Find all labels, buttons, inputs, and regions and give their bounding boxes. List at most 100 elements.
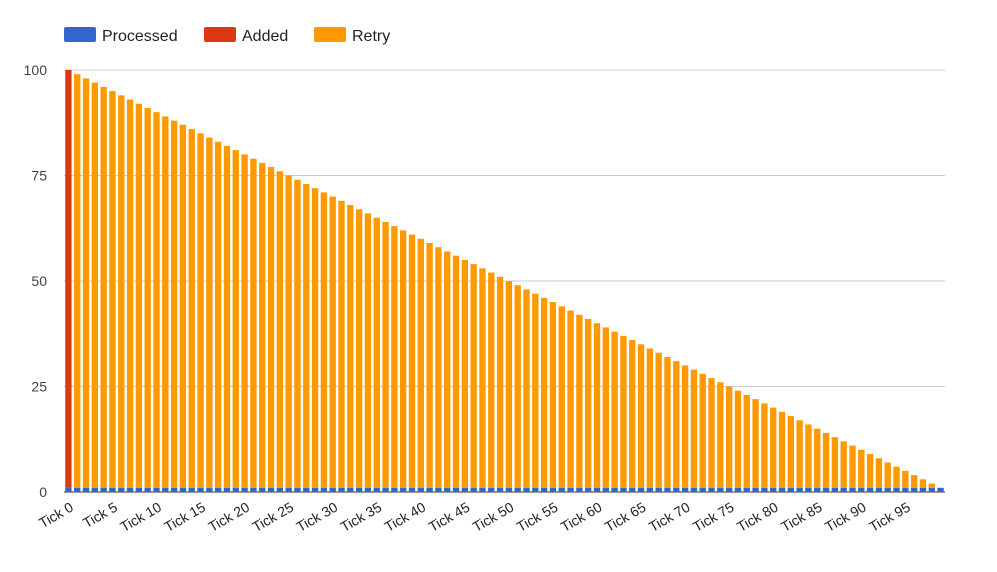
bar-retry-50	[505, 281, 513, 488]
bar-retry-78	[752, 399, 759, 488]
bar-retry-37	[391, 226, 398, 488]
bar-retry-95	[902, 470, 909, 488]
bar-retry-22	[259, 162, 266, 488]
bar-processed-72	[699, 487, 706, 492]
bar-processed-83	[796, 487, 803, 492]
x-tick-label: Tick 45	[426, 499, 473, 535]
bar-processed-96	[910, 487, 918, 492]
bar-processed-21	[250, 487, 257, 492]
bar-processed-45	[461, 487, 469, 492]
bar-retry-65	[637, 344, 645, 488]
bar-processed-32	[347, 487, 354, 492]
bar-processed-9	[144, 487, 151, 492]
bar-processed-18	[223, 487, 231, 492]
bar-retry-79	[761, 403, 768, 488]
y-tick-label: 100	[24, 62, 48, 78]
bar-retry-84	[805, 424, 812, 488]
bar-retry-7	[126, 99, 134, 488]
x-tick-label: Tick 25	[250, 499, 297, 535]
legend-swatch-retry	[314, 27, 346, 42]
bar-retry-55	[549, 302, 557, 488]
bar-processed-81	[778, 487, 786, 492]
bar-processed-85	[814, 487, 821, 492]
bar-processed-38	[400, 487, 407, 492]
bar-retry-18	[223, 145, 231, 488]
y-tick-label: 0	[39, 484, 47, 500]
bar-retry-45	[461, 259, 469, 488]
bar-retry-1	[74, 74, 81, 488]
x-tick-label: Tick 65	[602, 499, 649, 535]
bar-processed-59	[585, 487, 592, 492]
bar-processed-20	[241, 487, 248, 492]
bar-processed-99	[937, 487, 944, 492]
bar-retry-58	[576, 314, 583, 488]
bar-retry-76	[734, 390, 742, 488]
bar-retry-43	[444, 251, 451, 488]
bar-processed-78	[752, 487, 759, 492]
bar-processed-3	[91, 487, 98, 492]
bar-processed-11	[162, 487, 169, 492]
bar-processed-63	[620, 487, 627, 492]
bar-retry-96	[910, 475, 918, 488]
bar-retry-52	[523, 289, 530, 488]
bar-processed-27	[303, 487, 310, 492]
x-tick-label: Tick 15	[161, 499, 208, 535]
bar-processed-60	[593, 487, 601, 492]
x-tick-label: Tick 5	[80, 499, 120, 531]
bar-retry-30	[329, 196, 336, 488]
x-tick-label: Tick 0	[36, 499, 76, 531]
bar-processed-15	[197, 487, 204, 492]
bar-retry-64	[629, 340, 636, 488]
bar-processed-12	[170, 487, 178, 492]
bar-retry-39	[408, 234, 416, 488]
bar-retry-36	[382, 221, 389, 488]
bar-processed-14	[188, 487, 195, 492]
bar-processed-93	[884, 487, 891, 492]
bar-retry-93	[884, 462, 891, 488]
bar-processed-61	[602, 487, 609, 492]
bar-retry-4	[100, 86, 107, 488]
bar-retry-61	[602, 327, 609, 488]
bar-retry-83	[796, 420, 803, 488]
bar-processed-50	[505, 487, 513, 492]
bar-retry-9	[144, 107, 151, 488]
bar-processed-19	[232, 487, 239, 492]
bar-retry-48	[488, 272, 495, 488]
bar-retry-68	[664, 356, 671, 488]
x-tick-label: Tick 95	[866, 499, 913, 535]
x-tick-label: Tick 60	[558, 499, 605, 535]
bar-processed-5	[109, 487, 116, 492]
bar-processed-0	[65, 487, 72, 492]
bar-retry-80	[770, 407, 777, 488]
bar-processed-1	[74, 487, 81, 492]
bar-retry-41	[426, 243, 433, 488]
bar-retry-66	[646, 348, 654, 488]
bar-processed-40	[417, 487, 424, 492]
x-tick-label: Tick 70	[646, 499, 693, 535]
bar-retry-20	[241, 154, 248, 488]
bar-processed-88	[840, 487, 847, 492]
bar-retry-69	[673, 361, 680, 488]
bar-processed-94	[893, 487, 900, 492]
bar-retry-63	[620, 335, 627, 488]
bar-retry-94	[893, 466, 900, 488]
bar-processed-25	[285, 487, 292, 492]
bar-retry-70	[681, 365, 689, 488]
bar-processed-8	[135, 487, 143, 492]
bar-retry-49	[496, 276, 504, 488]
bar-processed-41	[426, 487, 433, 492]
bar-retry-59	[585, 318, 592, 488]
bar-retry-51	[514, 285, 521, 488]
bar-processed-69	[673, 487, 680, 492]
bar-retry-29	[320, 192, 328, 488]
bar-retry-98	[928, 483, 935, 488]
bar-retry-24	[276, 171, 284, 488]
bar-retry-27	[303, 183, 310, 488]
bar-retry-28	[311, 188, 319, 488]
bar-retry-72	[699, 373, 706, 488]
bar-processed-31	[338, 487, 345, 492]
bar-processed-35	[373, 487, 380, 492]
bar-processed-75	[725, 487, 733, 492]
bar-retry-11	[162, 116, 169, 488]
